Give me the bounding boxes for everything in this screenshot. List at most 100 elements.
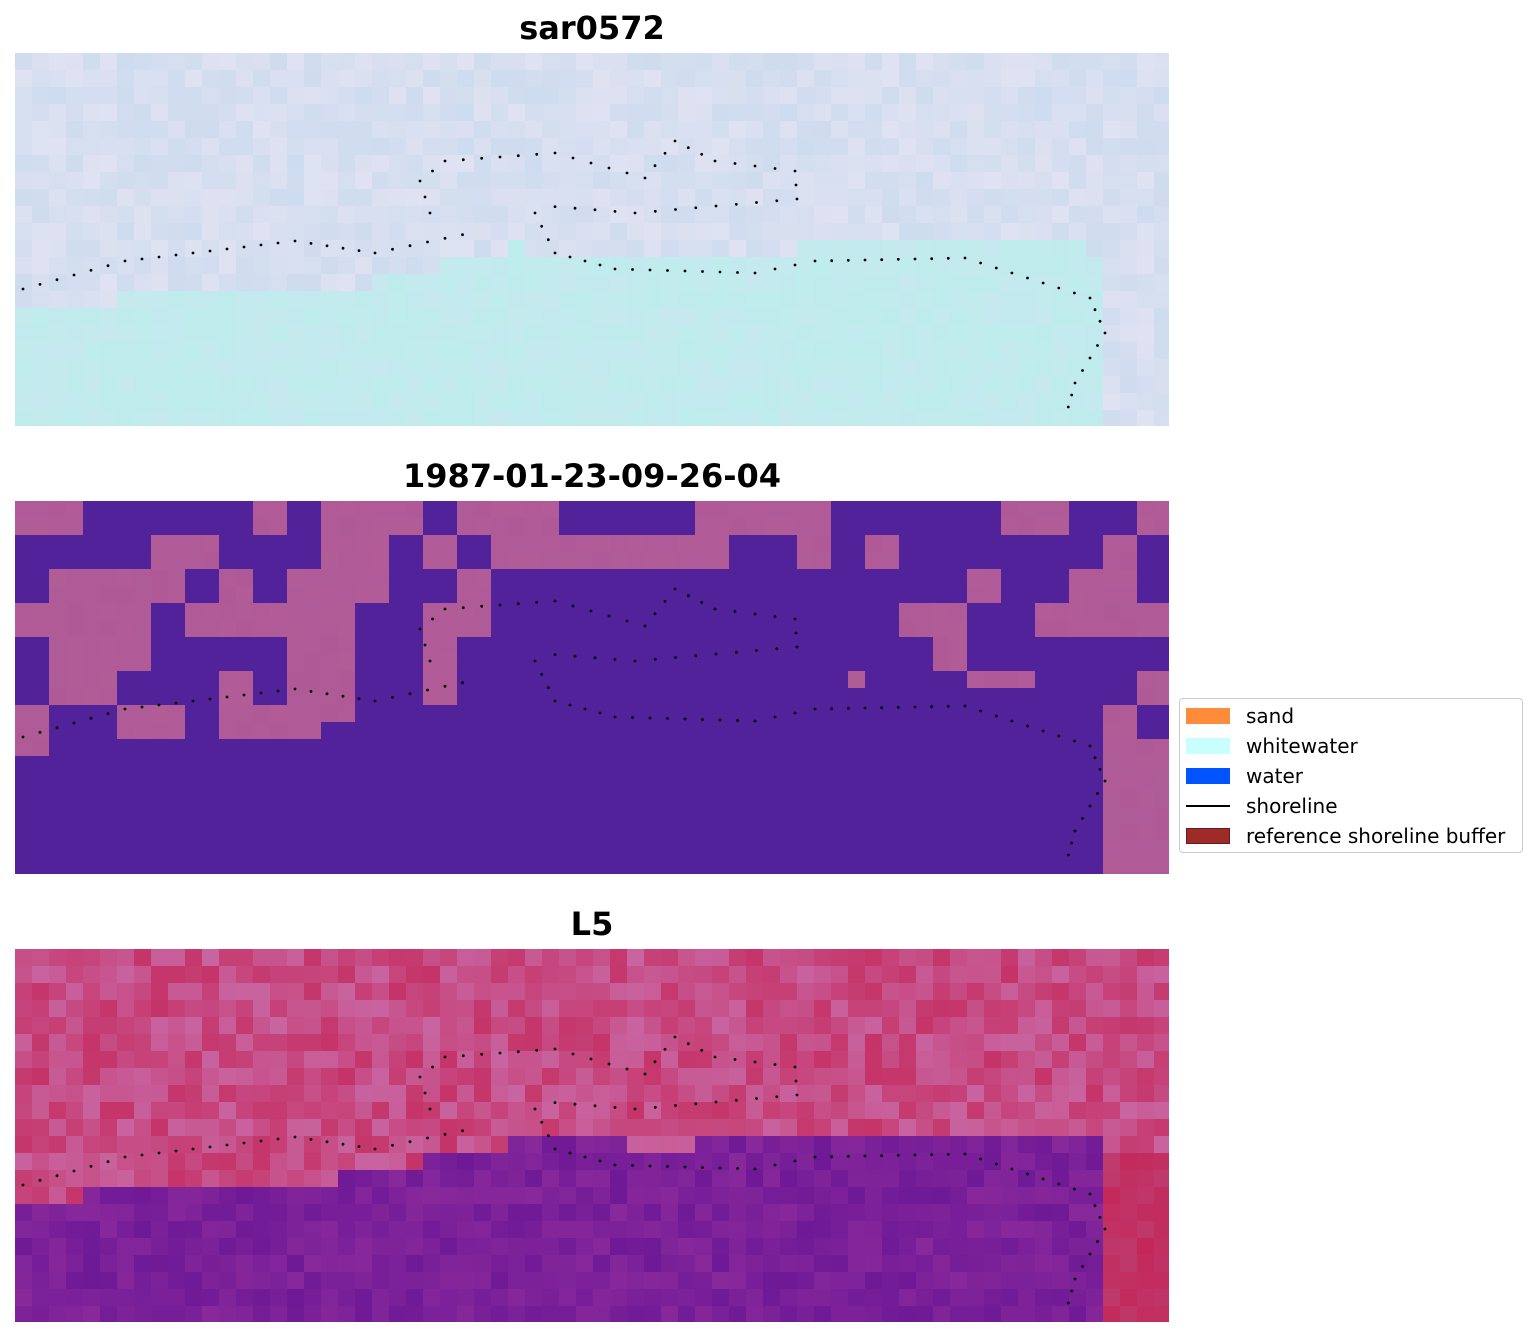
shoreline-dot [1057, 286, 1061, 290]
shoreline-dot [593, 656, 597, 660]
shoreline-dot [106, 712, 110, 716]
shoreline-dot [773, 715, 777, 719]
shoreline-dot [1088, 296, 1092, 300]
shoreline-dot [775, 647, 779, 651]
shoreline-dot [546, 238, 550, 242]
shoreline-dot [625, 1067, 629, 1071]
shoreline-dot [1026, 1172, 1029, 1176]
shoreline-dot [571, 156, 575, 160]
shoreline-dots [21, 1035, 1107, 1305]
shoreline-dot [1010, 1167, 1014, 1171]
shoreline-dot [979, 709, 982, 713]
shoreline-dot [813, 259, 817, 263]
shoreline-dot [753, 271, 757, 275]
shoreline-dot [1088, 1192, 1092, 1196]
shoreline-dot [325, 1140, 329, 1144]
shoreline-dot [653, 1105, 657, 1109]
shoreline-dot [674, 1104, 677, 1107]
shoreline-dot [157, 255, 161, 259]
shoreline-dot [793, 169, 797, 173]
shoreline-dot [663, 599, 667, 603]
shoreline-dot [930, 257, 934, 261]
shoreline-dot [830, 1155, 834, 1159]
shoreline-dot [718, 718, 722, 722]
shoreline-dot [1070, 841, 1074, 845]
shoreline-dot [813, 1155, 817, 1159]
shoreline-dot [38, 1178, 42, 1182]
shoreline-dot [1088, 1252, 1092, 1256]
shoreline-dots [21, 587, 1107, 857]
shoreline-dot [613, 1106, 617, 1109]
shoreline-dot [694, 1102, 698, 1106]
shoreline-dot [714, 204, 718, 208]
shoreline-dots [21, 139, 1107, 409]
shoreline-dot [613, 267, 617, 271]
shoreline-dot [1103, 779, 1107, 783]
shoreline-dot [648, 716, 652, 720]
shoreline-dot [498, 1051, 502, 1055]
shoreline-dot [863, 706, 867, 710]
shoreline-dot [583, 1155, 587, 1159]
shoreline-dot [773, 167, 777, 170]
shoreline-dot [795, 1093, 799, 1097]
shoreline-dot [423, 643, 427, 647]
shoreline-dot [38, 730, 42, 734]
shoreline-dot [208, 1145, 212, 1149]
shoreline-dot [38, 282, 42, 286]
shoreline-dot [123, 1155, 127, 1159]
shoreline-dot [140, 257, 144, 261]
shoreline-dot [648, 1164, 652, 1168]
shoreline-dot [613, 1163, 617, 1167]
shoreline-dot [568, 703, 572, 707]
l5-image [15, 949, 1169, 1322]
shoreline-dot [1073, 291, 1076, 295]
shoreline-dot [589, 1057, 593, 1061]
shoreline-dot [633, 1107, 637, 1111]
l5-pixels [15, 949, 1169, 1322]
shoreline-dot [666, 1165, 669, 1168]
shoreline-dot [734, 202, 738, 206]
shoreline-dot [633, 659, 637, 663]
shoreline-dot [694, 654, 698, 658]
classification-image [15, 501, 1169, 874]
shoreline-dot [443, 684, 447, 688]
shoreline-dot [408, 692, 412, 696]
shoreline-dot [733, 1058, 737, 1061]
shoreline-dot [979, 261, 982, 265]
shoreline-dot [55, 278, 59, 282]
shoreline-dot [714, 1100, 718, 1104]
shoreline-dot [571, 604, 575, 608]
shoreline-dot [733, 162, 737, 165]
shoreline-dot [979, 1157, 982, 1161]
shoreline-dot [775, 199, 779, 203]
shoreline-dot [225, 695, 229, 699]
shoreline-dot [553, 205, 557, 209]
shoreline-dot [516, 1050, 520, 1054]
shoreline-dot [461, 158, 465, 162]
shoreline-dot [694, 206, 698, 210]
shoreline-dot [607, 614, 611, 618]
shoreline-dot [553, 151, 557, 155]
shoreline-dot [793, 1159, 797, 1163]
shoreline-dot [443, 159, 447, 163]
shoreline-dot [55, 1174, 59, 1178]
shoreline-dot [553, 653, 557, 656]
shoreline-dot [613, 658, 617, 661]
classification-pixels [15, 501, 1169, 874]
shoreline-dot [846, 1154, 850, 1158]
shoreline-dot [573, 1102, 577, 1106]
shoreline-dot [21, 287, 25, 291]
shoreline-dot [1088, 744, 1092, 748]
shoreline-dot [553, 251, 557, 255]
shoreline-dot [625, 619, 629, 623]
shoreline-dot [674, 656, 677, 659]
shoreline-dot [673, 139, 677, 143]
shoreline-dot [55, 726, 59, 730]
shoreline-dot [896, 705, 900, 709]
shoreline-dot [293, 687, 297, 691]
shoreline-dot [140, 1153, 144, 1157]
shoreline-dot [666, 717, 669, 720]
shoreline-dot [775, 1095, 779, 1099]
shoreline-dot [863, 1154, 867, 1158]
sar-image [15, 53, 1169, 426]
